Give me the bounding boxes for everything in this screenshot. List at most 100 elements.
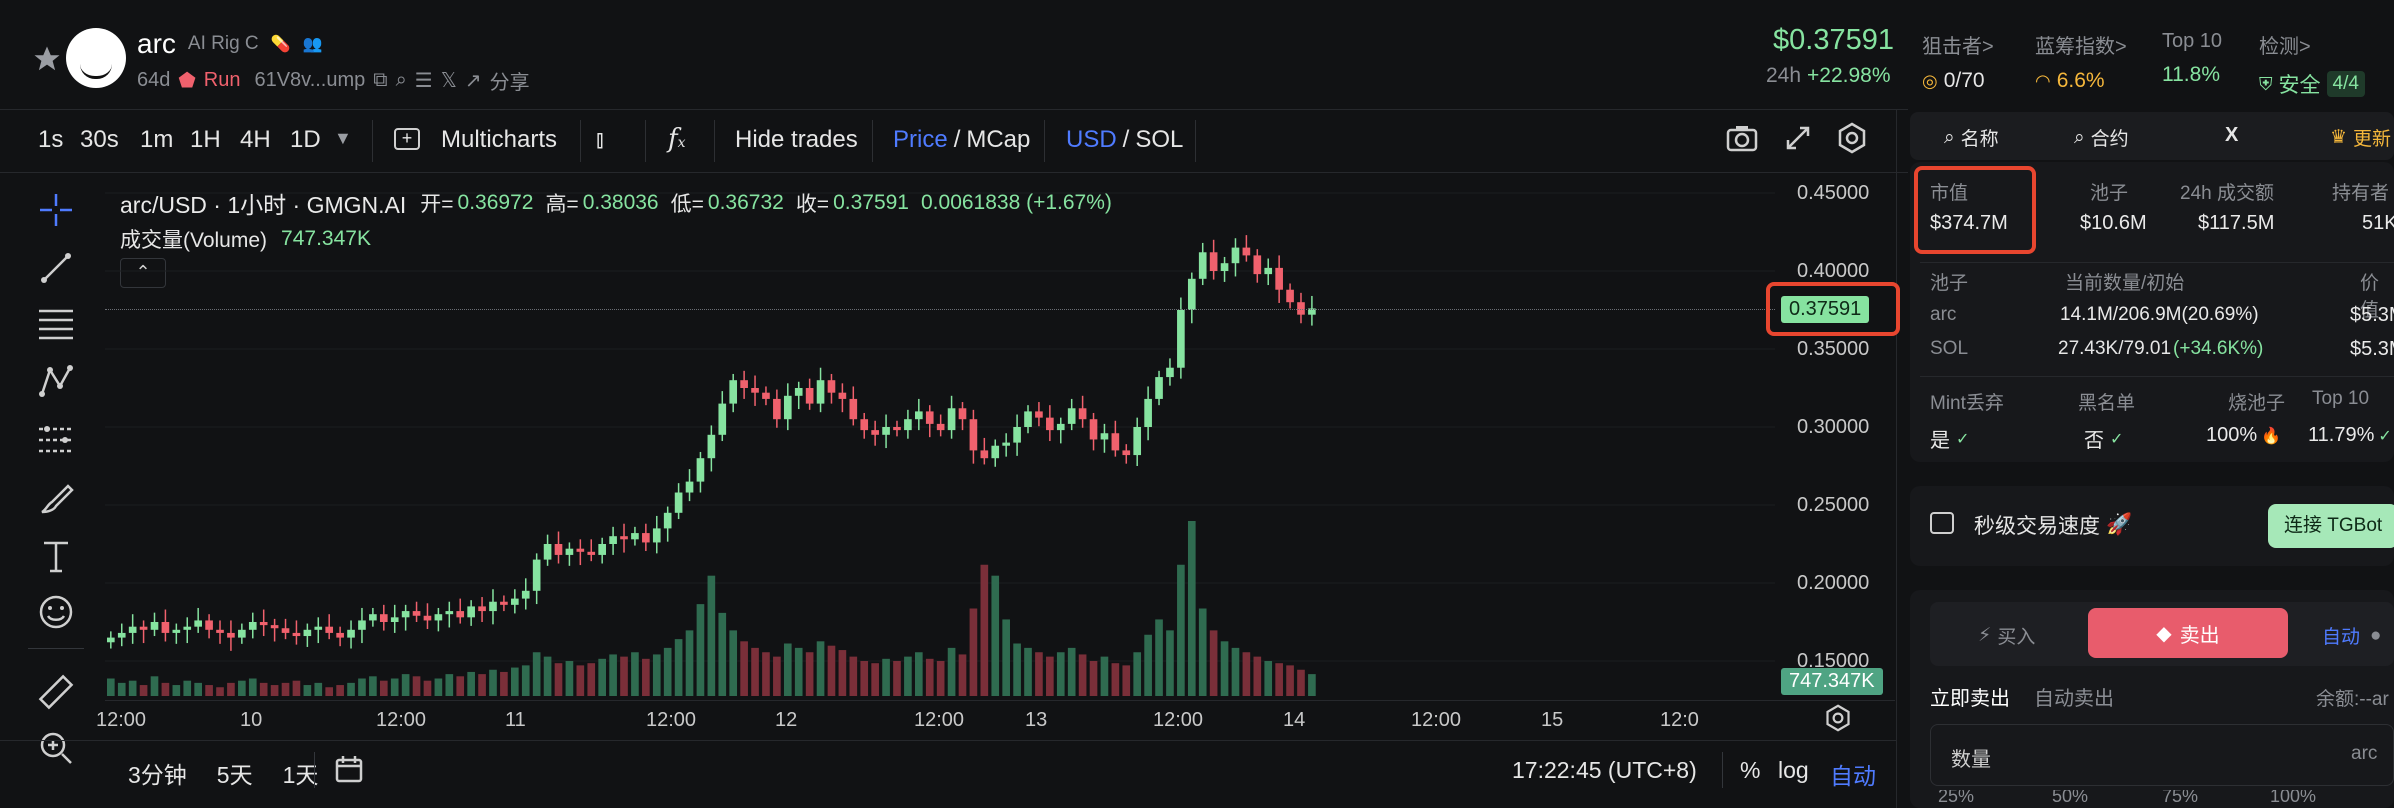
price-chart[interactable] [105, 178, 1775, 698]
sell-tab[interactable]: ◆ 卖出 [2088, 608, 2288, 658]
token-address[interactable]: 61V8v...ump [254, 69, 366, 91]
y-tick: 0.35000 [1797, 338, 1870, 360]
range-5d[interactable]: 5天 [216, 762, 253, 788]
y-tick: 0.45000 [1797, 182, 1870, 204]
pool-row-name: arc [1930, 304, 1957, 325]
collapse-legend-button[interactable]: ⌃ [120, 258, 166, 288]
stat-mcap-value: $374.7M [1930, 212, 2008, 234]
calendar-icon[interactable] [334, 754, 364, 789]
range-1d[interactable]: 1天 [282, 762, 319, 788]
candle-body [358, 620, 366, 630]
brush-icon[interactable] [36, 478, 76, 518]
candle-body [740, 380, 748, 388]
trend-line-icon[interactable] [36, 248, 76, 288]
candle-body [1264, 267, 1273, 275]
search-icon[interactable]: ⌕ [395, 69, 407, 91]
price-toggle[interactable]: Price [893, 126, 948, 153]
tab-update[interactable]: ♛ 更新 [2330, 124, 2391, 151]
interval-4h[interactable]: 4H [240, 126, 271, 153]
volume-bar [685, 630, 694, 696]
auto-sell-tab[interactable]: 自动卖出 [2034, 688, 2114, 710]
emoji-icon[interactable] [36, 592, 76, 632]
auto-toggle[interactable]: 自动 [1830, 763, 1876, 789]
time-axis[interactable]: 12:00 10 12:00 11 12:00 12 12:00 13 12:00 14 12:00… [96, 700, 1895, 740]
fib-icon[interactable] [36, 304, 76, 344]
pool-header-value: 价值 [2360, 273, 2380, 321]
auto-tab[interactable]: 自动 ● [2322, 622, 2382, 649]
share-link[interactable]: 分享 [489, 72, 530, 94]
pool-row-amount: 27.43K/79.01 [2058, 338, 2172, 359]
instant-sell-tab[interactable]: 立即卖出 [1930, 688, 2010, 710]
interval-1d[interactable]: 1D [290, 126, 321, 153]
candle-type-icon[interactable]: ⫾ [596, 126, 604, 153]
interval-30s[interactable]: 30s [80, 126, 119, 153]
range-3min[interactable]: 3分钟 [128, 762, 187, 788]
stat-audit[interactable]: 检测> ⛨ 安全 4/4 [2259, 30, 2365, 99]
volume-bar [336, 685, 344, 696]
camera-icon[interactable] [1726, 124, 1758, 157]
mcap-toggle[interactable]: MCap [966, 126, 1031, 153]
sol-toggle[interactable]: SOL [1135, 126, 1184, 153]
tab-contract-search[interactable]: ⌕ 合约 [2074, 124, 2129, 151]
prediction-icon[interactable] [36, 420, 76, 460]
candle-body [500, 601, 508, 605]
percent-100[interactable]: 100% [2270, 790, 2317, 806]
volume-bar [1046, 656, 1054, 696]
indicators-icon[interactable]: fx [668, 124, 686, 154]
fullscreen-icon[interactable] [1784, 124, 1812, 157]
stat-pool-value: $10.6M [2080, 212, 2147, 234]
percent-75[interactable]: 75% [2162, 790, 2199, 806]
buy-tab[interactable]: ⚡ 买入 [1978, 622, 2035, 649]
stat-label: 检测> [2259, 36, 2311, 58]
interval-1m[interactable]: 1m [140, 126, 174, 153]
connect-tgbot-button[interactable]: 连接 TGBot [2268, 504, 2394, 548]
percent-50[interactable]: 50% [2052, 790, 2089, 806]
add-icon[interactable]: + [394, 128, 420, 150]
text-icon[interactable] [36, 536, 76, 576]
candle-body [1253, 255, 1262, 275]
candle-body [467, 606, 475, 618]
stat-top10[interactable]: Top 10 11.8% [2162, 30, 2222, 87]
volume-bar [980, 564, 989, 696]
candle-body [521, 590, 530, 599]
run-label[interactable]: Run [203, 69, 241, 91]
crosshair-icon[interactable] [36, 190, 76, 230]
volume-bar [871, 663, 879, 696]
multicharts-button[interactable]: Multicharts [441, 126, 558, 153]
volume-bar [718, 612, 727, 696]
stat-bluechip[interactable]: 蓝筹指数> ◠ 6.6% [2035, 30, 2127, 93]
interval-1h[interactable]: 1H [190, 126, 221, 153]
percent-25[interactable]: 25% [1938, 790, 1975, 806]
price-axis[interactable]: 0.45000 0.40000 0.35000 0.30000 0.25000 … [1775, 178, 1885, 698]
hide-trades-button[interactable]: Hide trades [735, 126, 858, 153]
candle-body [172, 629, 181, 633]
x-icon[interactable]: 𝕏 [440, 70, 457, 92]
candle-body [1133, 427, 1142, 456]
menu-icon[interactable]: ☰ [414, 70, 433, 92]
volume-bar [631, 652, 639, 696]
settings-icon[interactable] [1836, 122, 1868, 159]
ruler-icon[interactable] [36, 672, 76, 712]
audit-top10-value: 11.79% [2308, 424, 2375, 446]
log-toggle[interactable]: log [1778, 757, 1809, 783]
percent-toggle[interactable]: % [1740, 757, 1761, 783]
candle-body [248, 622, 257, 630]
pattern-icon[interactable] [36, 362, 76, 402]
stat-snipers[interactable]: 狙击者> ◎ 0/70 [1922, 30, 1994, 93]
zoom-in-icon[interactable] [36, 728, 76, 768]
x-tick: 12 [775, 709, 798, 731]
volume-bar [915, 652, 923, 696]
candle-body [216, 629, 224, 633]
amount-input[interactable]: 数量 arc [1930, 724, 2394, 786]
axis-settings-icon[interactable] [1824, 704, 1852, 737]
usd-toggle[interactable]: USD [1066, 126, 1117, 153]
interval-1s[interactable]: 1s [38, 126, 64, 153]
chevron-down-icon[interactable]: ▼ [334, 128, 352, 148]
tab-x[interactable]: X [2225, 124, 2239, 146]
external-link-icon[interactable]: ↗ [464, 70, 482, 92]
volume-bar [303, 685, 312, 696]
tab-name-search[interactable]: ⌕ 名称 [1944, 124, 1999, 151]
star-icon[interactable] [32, 44, 62, 74]
volume-bar [369, 676, 377, 696]
copy-icon[interactable]: ⧉ [373, 69, 388, 91]
